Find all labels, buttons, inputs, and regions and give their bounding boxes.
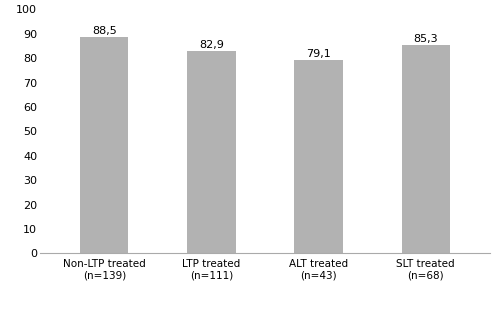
Bar	[294, 60, 343, 253]
Bar	[402, 45, 450, 253]
Bar	[188, 51, 236, 253]
Text: 85,3: 85,3	[414, 34, 438, 44]
Text: 79,1: 79,1	[306, 49, 331, 59]
Text: 82,9: 82,9	[199, 40, 224, 50]
Bar	[80, 37, 128, 253]
Text: 88,5: 88,5	[92, 26, 116, 36]
